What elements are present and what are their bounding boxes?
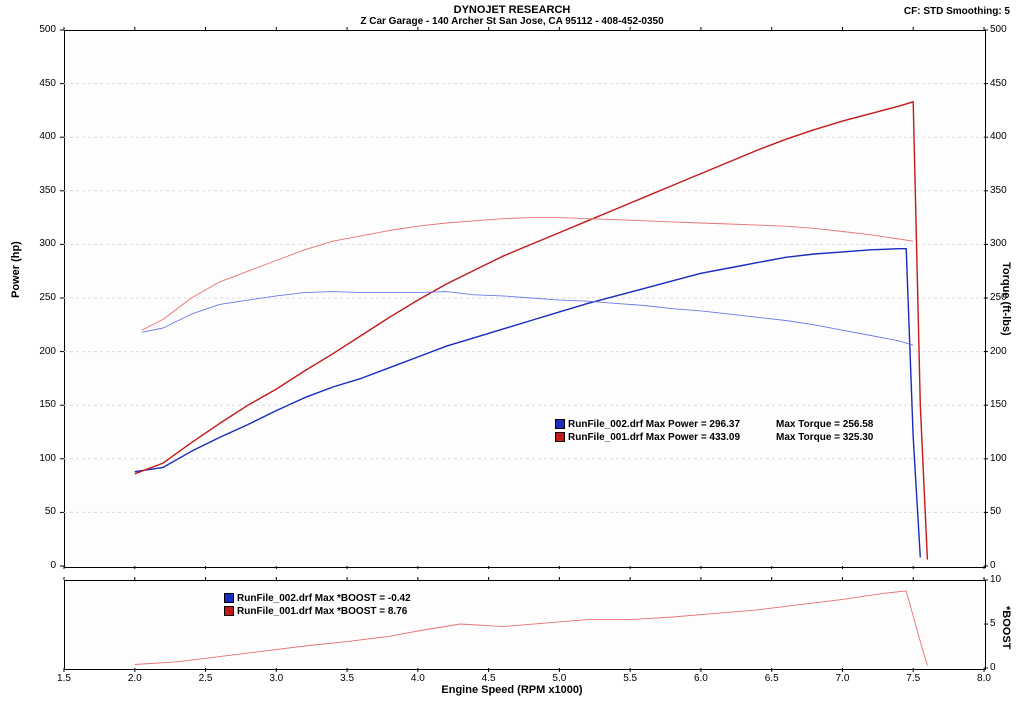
tick-label: 4.0 — [403, 673, 433, 684]
tick-label: 5.5 — [615, 673, 645, 684]
tick-label: 50 — [28, 506, 56, 517]
tick-label: 150 — [990, 399, 1007, 410]
tick-label: 100 — [28, 453, 56, 464]
tick-label: 6.5 — [757, 673, 787, 684]
tick-label: 0 — [990, 560, 996, 571]
tick-label: 300 — [28, 238, 56, 249]
tick-label: 0 — [28, 560, 56, 571]
tick-label: 500 — [28, 24, 56, 35]
tick-label: 500 — [990, 24, 1007, 35]
tick-label: 400 — [990, 131, 1007, 142]
tick-label: 8.0 — [969, 673, 999, 684]
tick-label: 0 — [990, 662, 996, 673]
tick-label: 7.0 — [827, 673, 857, 684]
tick-label: 300 — [990, 238, 1007, 249]
tick-label: 4.5 — [474, 673, 504, 684]
tick-label: 350 — [28, 185, 56, 196]
tick-label: 250 — [28, 292, 56, 303]
tick-label: 5.0 — [544, 673, 574, 684]
tick-label: 2.5 — [191, 673, 221, 684]
tick-label: 350 — [990, 185, 1007, 196]
tick-label: 200 — [28, 346, 56, 357]
tick-label: 3.5 — [332, 673, 362, 684]
chart-svg — [0, 0, 1024, 701]
tick-label: 3.0 — [261, 673, 291, 684]
tick-label: 150 — [28, 399, 56, 410]
tick-label: 400 — [28, 131, 56, 142]
tick-label: 10 — [990, 574, 1001, 585]
tick-label: 7.5 — [898, 673, 928, 684]
tick-label: 250 — [990, 292, 1007, 303]
tick-label: 2.0 — [120, 673, 150, 684]
tick-label: 6.0 — [686, 673, 716, 684]
tick-label: 450 — [28, 78, 56, 89]
tick-label: 450 — [990, 78, 1007, 89]
tick-label: 50 — [990, 506, 1001, 517]
tick-label: 1.5 — [49, 673, 79, 684]
tick-label: 200 — [990, 346, 1007, 357]
tick-label: 5 — [990, 618, 996, 629]
tick-label: 100 — [990, 453, 1007, 464]
